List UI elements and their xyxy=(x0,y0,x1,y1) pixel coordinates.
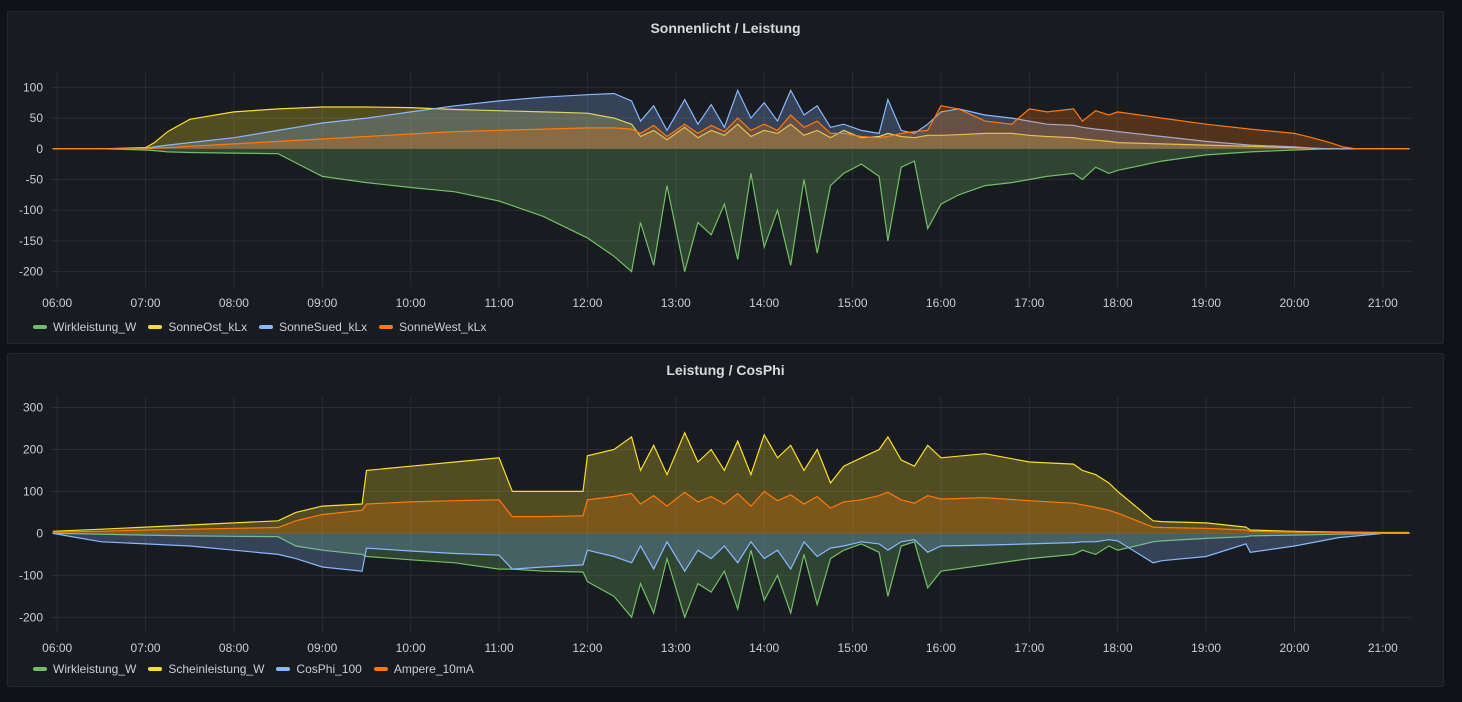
series-line-wirkleistung-w xyxy=(52,532,1410,620)
x-tick-label: 18:00 xyxy=(1103,296,1133,310)
y-tick-label: 300 xyxy=(23,400,43,414)
legend-swatch xyxy=(379,325,394,329)
x-tick-label: 06:00 xyxy=(42,641,72,655)
x-tick-label: 09:00 xyxy=(307,641,337,655)
x-tick-label: 14:00 xyxy=(749,641,779,655)
legend-label: CosPhi_100 xyxy=(296,662,362,676)
series-line-scheinleistung-w xyxy=(52,431,1410,534)
chart-area: 300 200 100 0 -100 -200 06:00 07:00 08:00 09:00 10… xyxy=(19,397,1412,655)
x-tick-label: 10:00 xyxy=(396,641,426,655)
legend-swatch xyxy=(259,325,274,329)
x-tick-label: 12:00 xyxy=(572,296,602,310)
x-tick-label: 07:00 xyxy=(131,641,161,655)
x-tick-label: 21:00 xyxy=(1368,296,1398,310)
x-tick-label: 15:00 xyxy=(838,296,868,310)
legend-label: SonneOst_kLx xyxy=(168,320,248,334)
series-area-sonneost-klx xyxy=(52,107,1410,149)
x-tick-label: 16:00 xyxy=(926,641,956,655)
legend-label: Wirkleistung_W xyxy=(53,662,137,676)
series-line-sonnesued-klx xyxy=(52,88,1410,150)
series-area-cosphi-100 xyxy=(52,533,1410,572)
y-tick-label: 100 xyxy=(23,484,43,498)
series-area-ampere-10ma xyxy=(52,491,1410,534)
series-line-ampere-10ma xyxy=(52,490,1410,534)
x-tick-label: 07:00 xyxy=(131,296,161,310)
x-tick-label: 13:00 xyxy=(661,641,691,655)
legend-item-sonneost[interactable]: SonneOst_kLx xyxy=(148,320,247,334)
x-tick-label: 19:00 xyxy=(1191,641,1221,655)
legend-swatch xyxy=(33,325,47,329)
x-tick-label: 12:00 xyxy=(572,641,602,655)
series-line-wirkleistung-w xyxy=(52,148,1410,273)
legend-label: SonneWest_kLx xyxy=(399,320,487,334)
y-tick-label: -100 xyxy=(19,203,43,217)
legend-swatch xyxy=(148,325,163,329)
y-tick-label: 0 xyxy=(36,142,43,156)
x-tick-label: 15:00 xyxy=(838,641,868,655)
panel-title[interactable]: Sonnenlicht / Leistung xyxy=(650,20,801,36)
legend-swatch xyxy=(148,667,163,671)
series-line-sonneost-klx xyxy=(52,106,1410,150)
y-tick-label: -200 xyxy=(19,610,43,624)
series-line-sonnewest-klx xyxy=(52,105,1410,150)
series-area-sonnesued-klx xyxy=(52,90,1410,149)
series-area-wirkleistung-w xyxy=(52,148,1410,272)
x-tick-label: 06:00 xyxy=(42,296,72,310)
legend-label: Ampere_10mA xyxy=(393,662,474,676)
legend-swatch xyxy=(276,667,291,671)
x-tick-label: 20:00 xyxy=(1279,296,1309,310)
x-tick-label: 17:00 xyxy=(1014,641,1044,655)
legend: Wirkleistung_W SonneOst_kLx SonneSued_kL… xyxy=(33,320,486,334)
legend-item-sonnewest[interactable]: SonneWest_kLx xyxy=(379,320,486,334)
y-tick-label: -50 xyxy=(26,173,44,187)
x-tick-label: 11:00 xyxy=(484,296,513,310)
panel-leistung-cosphi: Leistung / CosPhi 300 200 100 0 -100 -200 06:0… xyxy=(7,353,1444,687)
legend-label: SonneSued_kLx xyxy=(279,320,368,334)
x-tick-label: 13:00 xyxy=(661,296,691,310)
legend-swatch xyxy=(33,667,47,671)
y-tick-label: 50 xyxy=(30,111,44,125)
series-line-cosphi-100 xyxy=(52,532,1410,573)
legend: Wirkleistung_W Scheinleistung_W CosPhi_1… xyxy=(33,662,474,676)
panel-sonnenlicht-leistung: Sonnenlicht / Leistung 100 50 0 -50 -100 -150… xyxy=(7,11,1444,344)
x-tick-label: 14:00 xyxy=(749,296,779,310)
legend-item-wirkleistung[interactable]: Wirkleistung_W xyxy=(33,662,136,676)
y-tick-label: -100 xyxy=(19,568,43,582)
series-area-sonnewest-klx xyxy=(52,105,1410,149)
legend-swatch xyxy=(373,667,388,671)
panel-title[interactable]: Leistung / CosPhi xyxy=(666,362,785,378)
x-tick-label: 19:00 xyxy=(1191,296,1221,310)
x-tick-label: 20:00 xyxy=(1279,641,1309,655)
y-tick-label: -150 xyxy=(19,234,43,248)
x-tick-label: 09:00 xyxy=(307,296,337,310)
legend-item-wirkleistung[interactable]: Wirkleistung_W xyxy=(33,320,136,334)
legend-item-scheinleistung[interactable]: Scheinleistung_W xyxy=(148,662,264,676)
y-tick-label: 0 xyxy=(36,526,43,540)
legend-item-ampere[interactable]: Ampere_10mA xyxy=(373,662,474,676)
x-tick-label: 10:00 xyxy=(396,296,426,310)
x-tick-label: 08:00 xyxy=(219,296,249,310)
legend-label: Scheinleistung_W xyxy=(168,662,265,676)
legend-item-sonnesued[interactable]: SonneSued_kLx xyxy=(259,320,367,334)
x-tick-label: 11:00 xyxy=(484,641,513,655)
y-tick-label: 100 xyxy=(23,80,43,94)
y-tick-label: 200 xyxy=(23,442,43,456)
y-tick-label: -200 xyxy=(19,265,43,279)
x-tick-label: 17:00 xyxy=(1014,296,1044,310)
x-tick-label: 16:00 xyxy=(926,296,956,310)
chart-area: 100 50 0 -50 -100 -150 -200 06:00 07:00 08:00 09:0… xyxy=(19,72,1412,310)
legend-item-cosphi[interactable]: CosPhi_100 xyxy=(276,662,362,676)
x-tick-label: 08:00 xyxy=(219,641,249,655)
series-area-scheinleistung-w xyxy=(52,432,1410,534)
x-tick-label: 18:00 xyxy=(1103,641,1133,655)
legend-label: Wirkleistung_W xyxy=(53,320,137,334)
x-tick-label: 21:00 xyxy=(1368,641,1398,655)
